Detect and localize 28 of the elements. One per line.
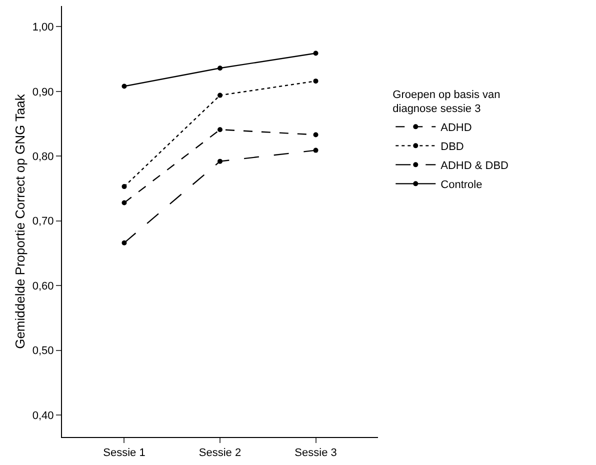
point: [313, 78, 318, 84]
point: [122, 200, 127, 206]
y-tick-label: 0,50: [32, 345, 54, 358]
x-tick-label: Sessie 1: [103, 447, 146, 460]
point: [313, 132, 318, 138]
legend-label: DBD: [440, 140, 464, 153]
x-tick-label: Sessie 2: [198, 447, 242, 460]
point: [313, 50, 318, 56]
point: [218, 127, 222, 132]
point: [122, 84, 127, 89]
point: [218, 92, 222, 98]
point: [122, 184, 127, 190]
point: [122, 240, 127, 246]
point: [313, 148, 318, 153]
y-axis-title: Gemiddelde Proportie Correct op GNG Taak: [12, 94, 28, 349]
y-tick-label: 1,00: [32, 22, 54, 34]
legend-label: ADHD & DBD: [440, 160, 509, 172]
point: [218, 66, 222, 71]
legend-title: Groepen op basis van diagnose sessie 3: [392, 88, 500, 116]
y-tick-label: 0,60: [32, 280, 54, 292]
y-tick-label: 0,70: [32, 216, 54, 228]
point: [218, 158, 222, 164]
legend-label: Controle: [440, 178, 482, 191]
y-tick-label: 0,90: [32, 86, 54, 98]
y-tick-label: 0,80: [32, 150, 54, 163]
y-tick-label: 0,40: [32, 410, 54, 422]
x-tick-label: Sessie 3: [294, 447, 337, 460]
legend-label: ADHD: [440, 122, 472, 134]
